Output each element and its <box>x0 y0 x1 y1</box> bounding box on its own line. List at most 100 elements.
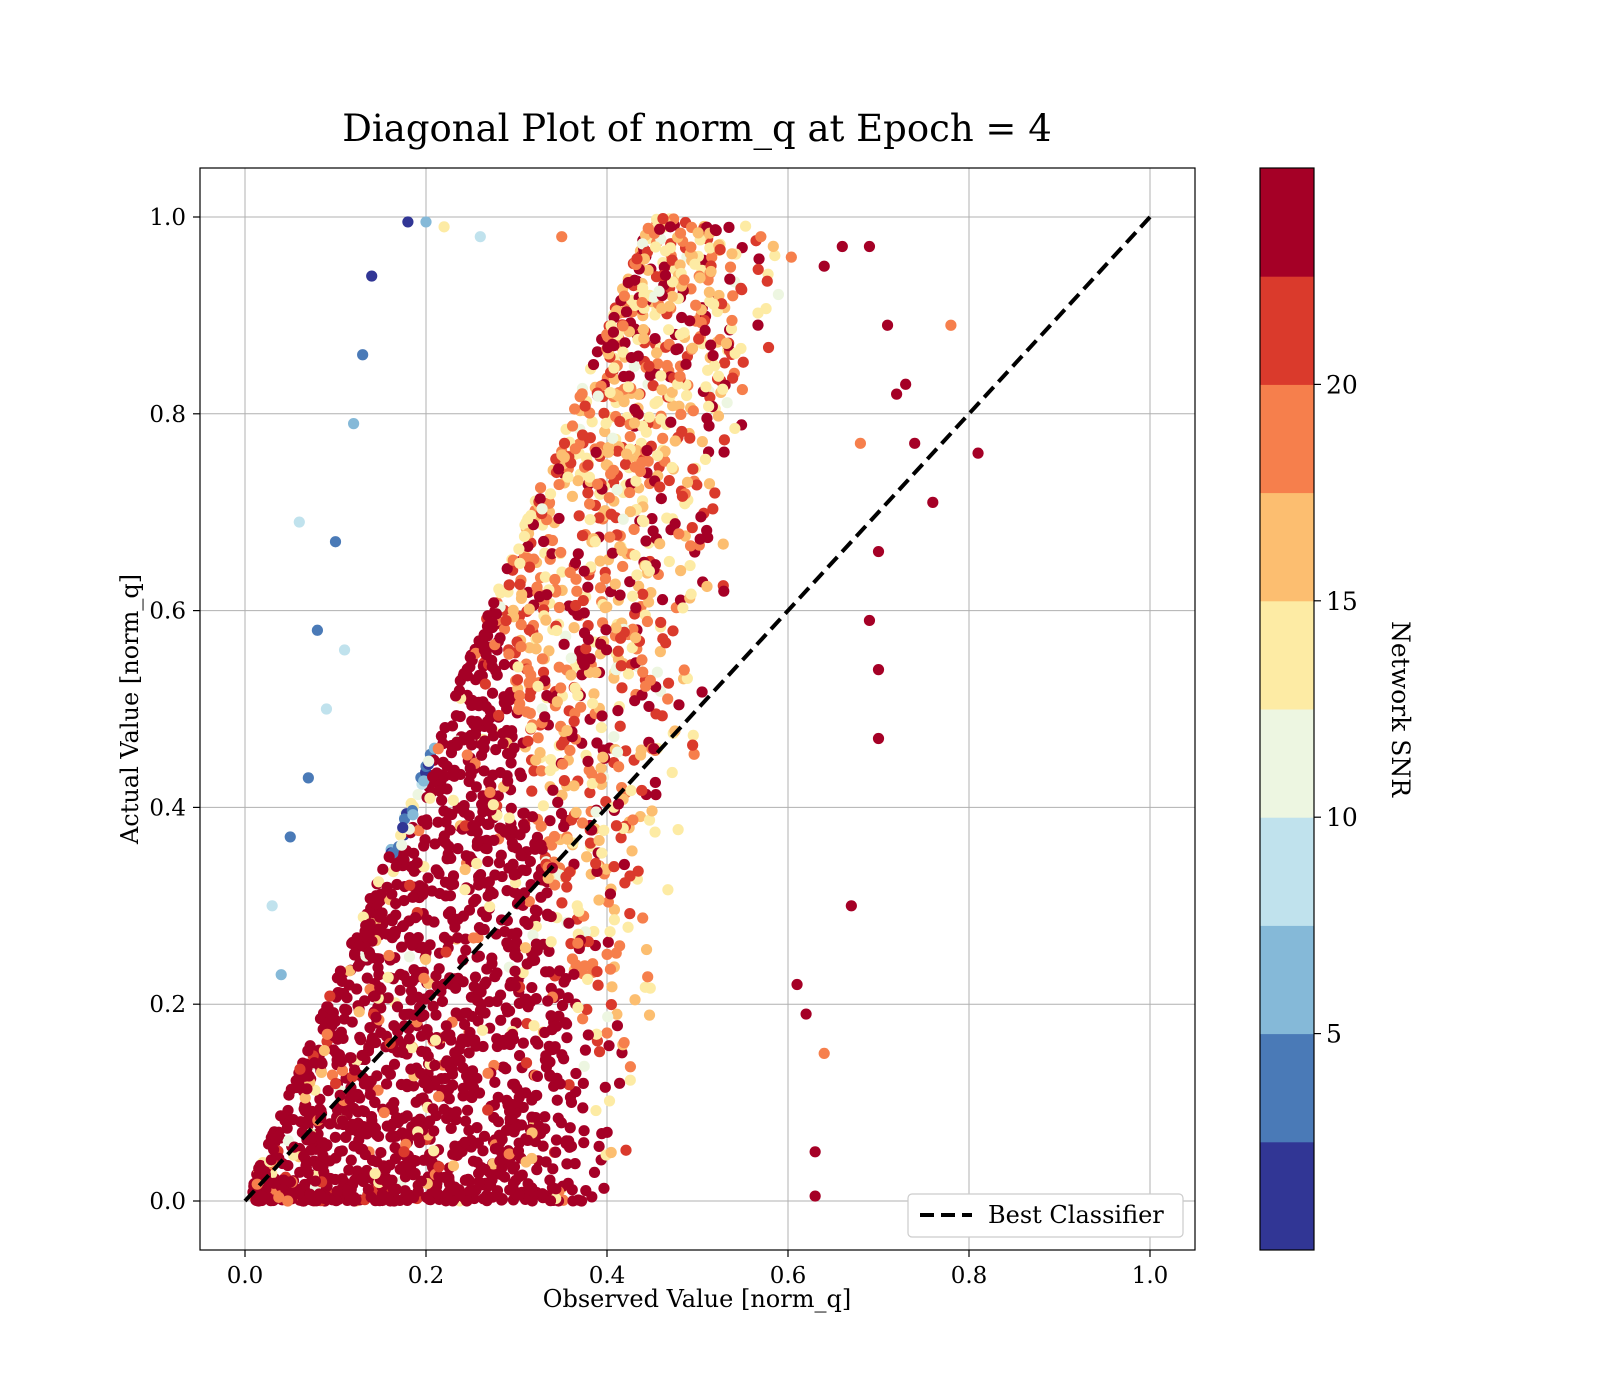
colorbar-band <box>1260 600 1314 710</box>
scatter-point <box>666 766 678 779</box>
scatter-point <box>398 1146 410 1158</box>
scatter-point <box>772 288 785 301</box>
scatter-point <box>663 555 675 568</box>
scatter-point <box>678 664 690 676</box>
scatter-point <box>642 971 654 983</box>
scatter-point <box>477 1040 489 1053</box>
scatter-point <box>565 669 577 681</box>
scatter-point <box>581 973 594 985</box>
scatter-point <box>428 916 440 928</box>
scatter-point <box>654 481 666 493</box>
colorbar-band <box>1260 1141 1314 1251</box>
scatter-point <box>459 1007 471 1019</box>
scatter-point <box>604 386 616 399</box>
scatter-point <box>737 356 749 368</box>
scatter-point <box>624 1061 637 1073</box>
scatter-point <box>524 691 536 703</box>
scatter-point <box>562 992 574 1004</box>
scatter-point <box>489 1076 501 1088</box>
scatter-point <box>329 1015 341 1028</box>
scatter-point <box>570 573 582 585</box>
scatter-point <box>481 818 494 830</box>
scatter-point <box>640 535 652 547</box>
scatter-point <box>596 847 608 859</box>
scatter-point <box>684 432 696 444</box>
scatter-point <box>590 857 602 870</box>
scatter-point <box>521 1134 534 1147</box>
scatter-point <box>499 1171 511 1183</box>
legend-label: Best Classifier <box>988 1201 1164 1229</box>
scatter-point <box>510 937 523 949</box>
scatter-point <box>348 1140 360 1152</box>
scatter-point <box>513 1189 525 1201</box>
scatter-point <box>370 1011 382 1023</box>
scatter-point <box>315 1066 328 1078</box>
scatter-point <box>688 748 700 760</box>
scatter-point <box>512 1145 525 1157</box>
scatter-point <box>348 418 360 430</box>
scatter-point <box>396 839 408 851</box>
scatter-point <box>604 963 617 975</box>
scatter-point <box>447 912 459 924</box>
scatter-point <box>608 861 620 873</box>
scatter-point <box>418 972 430 984</box>
scatter-point <box>618 290 631 302</box>
scatter-point <box>709 487 721 499</box>
scatter-point <box>666 290 678 303</box>
scatter-point <box>383 949 395 962</box>
scatter-point <box>661 512 673 524</box>
scatter-point <box>551 1094 563 1106</box>
scatter-point <box>455 1038 467 1050</box>
scatter-point <box>492 1142 504 1154</box>
scatter-point <box>484 901 496 913</box>
scatter-point <box>502 775 514 787</box>
scatter-point <box>854 437 867 449</box>
scatter-point <box>636 296 648 309</box>
scatter-point <box>464 762 476 774</box>
scatter-point <box>294 1063 306 1075</box>
scatter-point <box>459 1115 472 1127</box>
scatter-point <box>543 1040 555 1052</box>
scatter-point <box>501 937 513 949</box>
scatter-point <box>488 597 500 609</box>
scatter-point <box>586 777 598 790</box>
scatter-point <box>543 645 555 657</box>
scatter-point <box>612 705 624 717</box>
scatter-point <box>447 870 460 882</box>
scatter-point <box>331 1104 344 1116</box>
scatter-point <box>628 417 641 429</box>
scatter-point <box>662 677 675 689</box>
scatter-point <box>598 1182 610 1194</box>
colorbar: 5 10 15 20 <box>1259 167 1358 1251</box>
y-tick-label: 0.2 <box>149 992 186 1018</box>
scatter-point <box>441 760 453 772</box>
scatter-point <box>409 912 422 924</box>
scatter-point <box>685 241 697 253</box>
scatter-point <box>557 758 569 770</box>
scatter-point <box>293 516 305 528</box>
scatter-point <box>649 397 661 410</box>
scatter-point <box>496 1133 508 1145</box>
scatter-point <box>539 571 551 583</box>
scatter-point <box>408 847 420 859</box>
scatter-point <box>537 800 549 812</box>
scatter-point <box>809 1190 821 1202</box>
scatter-point <box>395 941 408 953</box>
scatter-point <box>331 1185 343 1197</box>
scatter-point <box>634 749 647 761</box>
scatter-point <box>767 240 779 252</box>
scatter-point <box>637 588 649 600</box>
scatter-point <box>441 1188 453 1200</box>
scatter-point <box>586 768 598 780</box>
scatter-point <box>298 1150 310 1162</box>
scatter-point <box>467 820 479 832</box>
scatter-point <box>511 1082 523 1094</box>
scatter-point <box>531 1070 544 1082</box>
scatter-point <box>427 1103 439 1115</box>
scatter-point <box>613 1077 626 1089</box>
scatter-point <box>490 608 503 620</box>
scatter-point <box>642 222 654 234</box>
scatter-point <box>322 1085 334 1097</box>
scatter-point <box>498 623 511 635</box>
scatter-point <box>591 346 604 358</box>
